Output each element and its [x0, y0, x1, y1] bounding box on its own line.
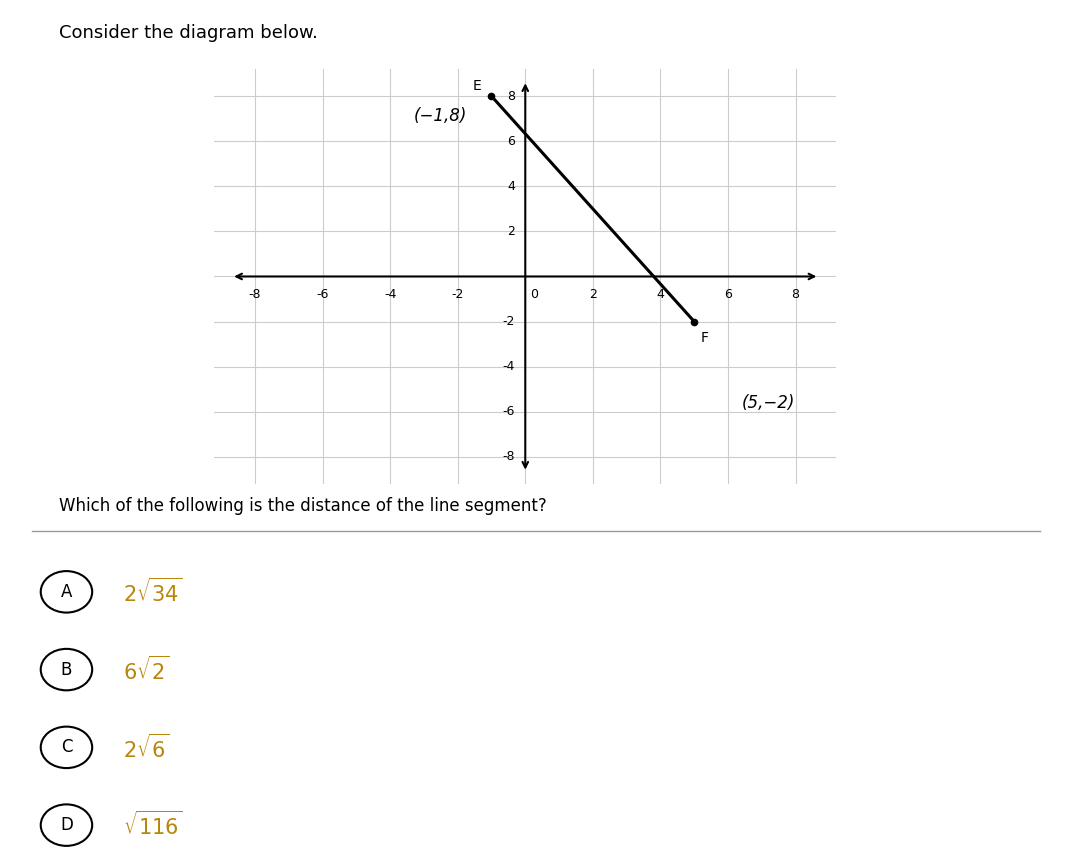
Text: $6\sqrt{2}$: $6\sqrt{2}$ [123, 656, 169, 683]
Text: -2: -2 [503, 315, 516, 328]
Text: 0: 0 [531, 288, 538, 301]
Text: -2: -2 [451, 288, 464, 301]
Text: D: D [60, 816, 73, 834]
Text: Which of the following is the distance of the line segment?: Which of the following is the distance o… [59, 497, 547, 515]
Text: $2\sqrt{6}$: $2\sqrt{6}$ [123, 734, 169, 761]
Text: -8: -8 [503, 450, 516, 463]
Text: $\sqrt{116}$: $\sqrt{116}$ [123, 811, 182, 839]
Text: -4: -4 [503, 360, 516, 373]
Text: 6: 6 [507, 135, 516, 148]
Text: -6: -6 [503, 405, 516, 418]
Text: E: E [473, 79, 481, 92]
Text: 4: 4 [656, 288, 665, 301]
Text: -4: -4 [384, 288, 397, 301]
Text: (−1,8): (−1,8) [414, 107, 467, 125]
Text: F: F [701, 331, 709, 345]
Text: B: B [61, 661, 72, 678]
Text: (5,−2): (5,−2) [742, 394, 795, 411]
Text: 8: 8 [791, 288, 800, 301]
Text: 2: 2 [507, 225, 516, 238]
Text: C: C [61, 739, 72, 756]
Text: Consider the diagram below.: Consider the diagram below. [59, 24, 317, 42]
Text: $2\sqrt{34}$: $2\sqrt{34}$ [123, 578, 182, 606]
Text: -8: -8 [249, 288, 262, 301]
Text: 6: 6 [724, 288, 732, 301]
Text: 2: 2 [589, 288, 597, 301]
Text: 8: 8 [507, 90, 516, 103]
Text: A: A [61, 583, 72, 600]
Text: -6: -6 [316, 288, 329, 301]
Text: 4: 4 [507, 180, 516, 193]
